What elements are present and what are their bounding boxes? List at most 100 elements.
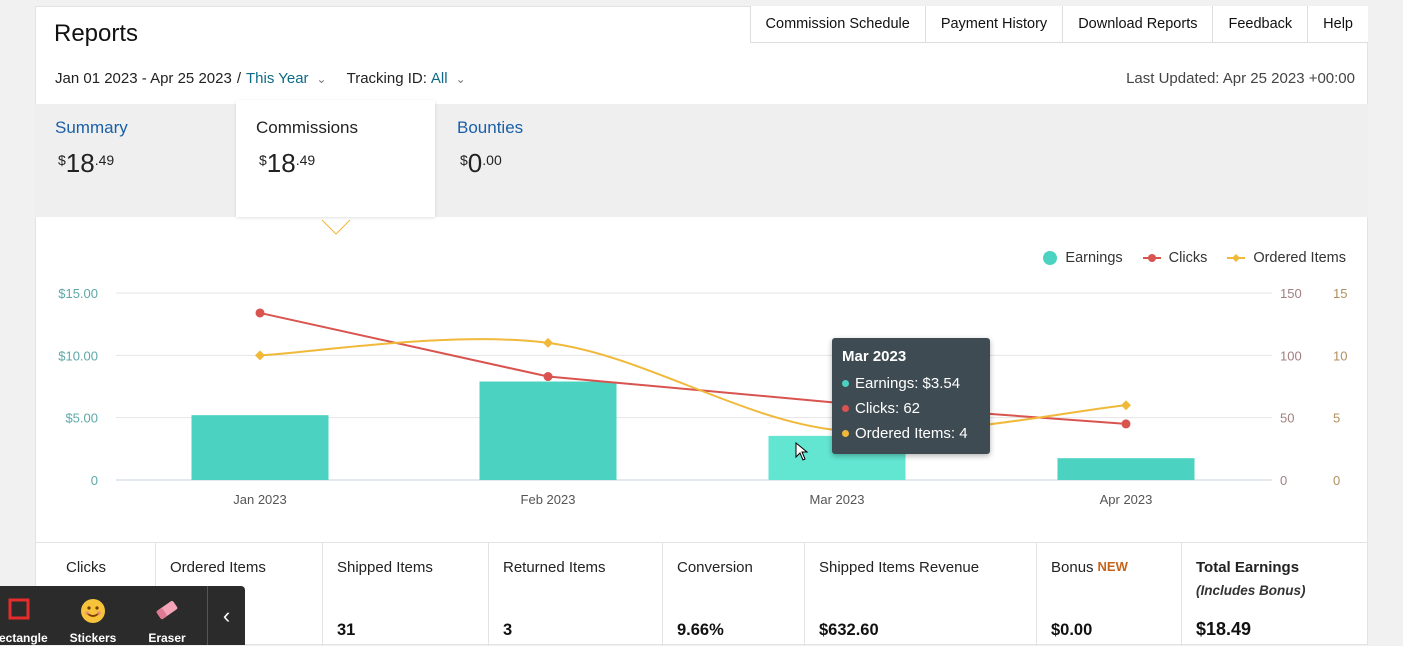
tab-bounties[interactable]: Bounties $0.00 [437, 104, 637, 217]
chart-legend: Earnings Clicks Ordered Items [1043, 250, 1346, 266]
tab-amount: $18.49 [259, 148, 316, 178]
stat-shipped-revenue: Shipped Items Revenue $632.60 [805, 543, 1037, 646]
tooltip-row-earnings: Earnings: $3.54 [842, 371, 980, 396]
y-right1-tick-label: 50 [1280, 411, 1294, 426]
legend-label: Earnings [1065, 250, 1123, 266]
tracking-id-dropdown[interactable]: All [430, 70, 448, 87]
stat-value: 31 [337, 621, 356, 639]
tooltip-title: Mar 2023 [842, 348, 907, 365]
y-right1-tick-label: 0 [1280, 473, 1287, 488]
ordered-items-point [543, 337, 553, 348]
tooltip-row-ordered: Ordered Items: 4 [842, 421, 980, 446]
tooltip-row-clicks: Clicks: 62 [842, 396, 980, 421]
x-tick-label: Feb 2023 [521, 492, 576, 507]
stat-value: 9.66% [677, 621, 724, 639]
y-left-tick-label: 0 [91, 473, 98, 488]
stat-label: Conversion [677, 559, 753, 576]
date-separator: / [236, 70, 241, 87]
date-filter-row: Jan 01 2023 - Apr 25 2023 / This Year ⌄ … [55, 70, 466, 87]
chevron-down-icon[interactable]: ⌄ [455, 71, 466, 86]
x-tick-label: Jan 2023 [233, 492, 287, 507]
y-right2-tick-label: 15 [1333, 286, 1347, 301]
tab-label: Summary [55, 118, 128, 137]
stat-value: 3 [503, 621, 513, 639]
tracking-label: Tracking ID: [346, 70, 427, 87]
tab-commissions[interactable]: Commissions $18.49 [236, 100, 435, 217]
chart-tooltip: Mar 2023 Earnings: $3.54 Clicks: 62 Orde… [832, 338, 990, 454]
legend-earnings[interactable]: Earnings [1043, 250, 1123, 266]
stat-value: $18.49 [1196, 619, 1252, 639]
summary-tabs: Summary $18.49 Commissions $18.49 Bounti… [35, 100, 1368, 217]
stat-label: Bonus NEW [1051, 559, 1128, 576]
ordered-items-point [255, 350, 265, 361]
earnings-bar [479, 381, 617, 480]
smiley-sticker-icon [81, 599, 105, 623]
tab-summary[interactable]: Summary $18.49 [35, 104, 236, 217]
stat-sublabel: (Includes Bonus) [1196, 583, 1306, 598]
eraser-tool[interactable]: Eraser [130, 586, 204, 645]
y-right2-tick-label: 5 [1333, 411, 1340, 426]
mouse-cursor-icon [795, 442, 809, 461]
legend-label: Ordered Items [1253, 250, 1346, 266]
feedback-button[interactable]: Feedback [1212, 6, 1308, 43]
legend-ordered-items[interactable]: Ordered Items [1227, 250, 1346, 266]
rectangle-tool[interactable]: Rectangle [0, 586, 56, 645]
clicks-point [1121, 419, 1131, 429]
clicks-legend-icon [1142, 254, 1161, 262]
tab-amount: $0.00 [460, 148, 502, 178]
stickers-tool[interactable]: Stickers [56, 586, 130, 645]
stat-label: Shipped Items Revenue [819, 559, 980, 576]
earnings-bar [1057, 458, 1195, 480]
top-nav: Commission Schedule Payment History Down… [749, 6, 1368, 43]
y-right1-tick-label: 100 [1280, 348, 1302, 363]
stat-label: Returned Items [503, 559, 606, 576]
stat-ordered-items: Ordered Items [156, 543, 323, 646]
earnings-bar [191, 415, 329, 480]
x-tick-label: Mar 2023 [810, 492, 865, 507]
tool-label: Stickers [69, 631, 117, 645]
tool-label: Eraser [148, 631, 186, 645]
active-tab-pointer-icon [321, 219, 351, 235]
legend-label: Clicks [1168, 250, 1208, 266]
stats-row: Clicks Ordered Items Shipped Items 31 Re… [35, 542, 1368, 646]
clicks-line [259, 311, 1127, 425]
stat-total-earnings: Total Earnings (Includes Bonus) $18.49 [1182, 543, 1368, 646]
earnings-legend-icon [1043, 251, 1058, 265]
clicks-point [255, 308, 265, 318]
ordered-items-point [1121, 400, 1131, 411]
period-dropdown[interactable]: This Year [245, 70, 309, 87]
stat-bonus: Bonus NEW $0.00 [1037, 543, 1182, 646]
rectangle-icon [8, 598, 30, 620]
stat-value: $0.00 [1051, 621, 1093, 639]
legend-clicks[interactable]: Clicks [1142, 250, 1208, 266]
tab-amount: $18.49 [58, 148, 115, 178]
stat-conversion: Conversion 9.66% [663, 543, 805, 646]
last-updated: Last Updated: Apr 25 2023 +00:00 [1126, 70, 1355, 87]
commission-schedule-button[interactable]: Commission Schedule [749, 6, 925, 43]
chevron-left-icon[interactable]: ‹ [207, 586, 245, 645]
payment-history-button[interactable]: Payment History [924, 6, 1063, 43]
chevron-down-icon[interactable]: ⌄ [316, 71, 327, 86]
y-right1-tick-label: 150 [1280, 286, 1302, 301]
y-left-tick-label: $5.00 [65, 411, 98, 426]
tab-label: Commissions [256, 118, 359, 137]
y-left-tick-label: $10.00 [58, 348, 98, 363]
download-reports-button[interactable]: Download Reports [1062, 6, 1213, 43]
clicks-point [543, 372, 553, 382]
page-title: Reports [54, 20, 139, 47]
y-right2-tick-label: 10 [1333, 348, 1347, 363]
annotation-toolbar: Rectangle Stickers Eraser ‹ [0, 586, 245, 645]
stat-label: Ordered Items [170, 559, 266, 576]
stat-returned-items: Returned Items 3 [489, 543, 663, 646]
stat-label: Shipped Items [337, 559, 433, 576]
stat-shipped-items: Shipped Items 31 [323, 543, 489, 646]
stat-label: Total Earnings [1196, 559, 1300, 576]
new-badge: NEW [1097, 559, 1128, 574]
y-left-tick-label: $15.00 [58, 286, 98, 301]
tab-label: Bounties [457, 118, 524, 137]
ordered-items-legend-icon [1227, 254, 1246, 262]
stat-label: Clicks [66, 559, 106, 576]
help-button[interactable]: Help [1307, 6, 1368, 43]
date-range: Jan 01 2023 - Apr 25 2023 [55, 70, 232, 87]
